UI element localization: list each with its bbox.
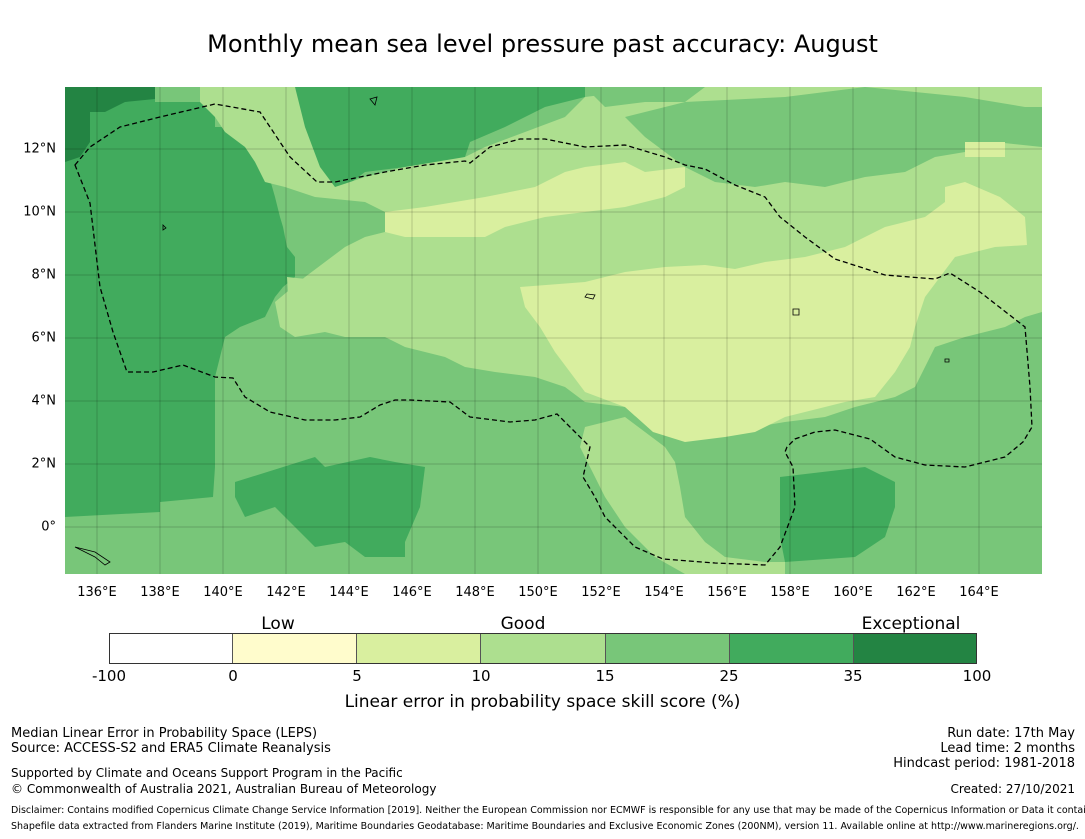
map-region-good-east	[625, 87, 1042, 187]
colorbar-segment	[109, 633, 234, 664]
lon-label: 160°E	[833, 585, 873, 600]
lat-label: 8°N	[31, 267, 57, 283]
land-mass	[74, 546, 111, 566]
lat-label: 4°N	[31, 393, 57, 409]
footer-copyright: © Commonwealth of Australia 2021, Austra…	[11, 782, 437, 796]
colorbar-segment	[233, 633, 358, 664]
colorbar-tick-label: 5	[352, 667, 362, 685]
map-region-low-north	[385, 162, 685, 237]
map-region-fair-south	[580, 417, 785, 574]
lon-label: 154°E	[644, 585, 684, 600]
map-gridlines	[65, 87, 1042, 574]
colorbar-title: Linear error in probability space skill …	[344, 692, 741, 712]
map-region-high-south	[235, 457, 425, 557]
lon-label: 144°E	[329, 585, 369, 600]
lon-label: 148°E	[455, 585, 495, 600]
colorbar-segment	[357, 633, 482, 664]
legend-category-low: Low	[261, 614, 295, 634]
footer-leps: Median Linear Error in Probability Space…	[11, 726, 318, 741]
colorbar-segment	[605, 633, 730, 664]
colorbar-tick-label: 100	[962, 667, 992, 685]
legend-category-good: Good	[500, 614, 546, 634]
page-title: Monthly mean sea level pressure past acc…	[207, 30, 878, 58]
colorbar-tick-label: 15	[595, 667, 615, 685]
colorbar-segment	[729, 633, 854, 664]
colorbar-segment	[481, 633, 606, 664]
legend-category-exceptional: Exceptional	[861, 614, 961, 634]
map-region-high-top	[295, 87, 585, 187]
colorbar	[109, 633, 977, 664]
lon-label: 140°E	[203, 585, 243, 600]
lon-label: 138°E	[140, 585, 180, 600]
colorbar-tick-label: 25	[719, 667, 739, 685]
lon-label: 152°E	[581, 585, 621, 600]
lon-label: 136°E	[77, 585, 117, 600]
lat-label: 6°N	[31, 330, 57, 346]
lead-time: Lead time: 2 months	[940, 741, 1075, 756]
colorbar-segment	[853, 633, 977, 664]
map-region-low	[520, 182, 1027, 442]
map-region-low-patch	[965, 142, 1005, 157]
lon-label: 164°E	[959, 585, 999, 600]
map-region-fair-west	[287, 267, 370, 327]
map-region-exceptional-nw2	[65, 87, 155, 112]
land-islet	[162, 96, 950, 363]
colorbar-tick-label: -100	[91, 667, 127, 685]
lon-label: 150°E	[518, 585, 558, 600]
lat-label: 10°N	[23, 204, 56, 220]
colorbar-tick-label: 0	[228, 667, 238, 685]
lon-label: 142°E	[266, 585, 306, 600]
map-region-high-west	[65, 87, 295, 517]
created-date: Created: 27/10/2021	[950, 782, 1075, 796]
footer-support: Supported by Climate and Oceans Support …	[11, 766, 403, 780]
disclaimer: Disclaimer: Contains modified Copernicus…	[11, 805, 1085, 816]
lat-label: 2°N	[31, 456, 57, 472]
lat-label: 0°	[41, 519, 56, 535]
colorbar-tick-label: 10	[471, 667, 491, 685]
skill-map	[65, 87, 1042, 574]
hindcast-period: Hindcast period: 1981-2018	[893, 756, 1075, 771]
map-region-good-ne	[585, 87, 705, 107]
lon-label: 146°E	[392, 585, 432, 600]
run-date: Run date: 17th May	[947, 726, 1075, 741]
lon-label: 162°E	[896, 585, 936, 600]
colorbar-tick-label: 35	[843, 667, 863, 685]
map-region-high-se	[780, 467, 895, 562]
shapefile-credit: Shapefile data extracted from Flanders M…	[11, 821, 1079, 832]
lat-label: 12°N	[23, 141, 56, 157]
eez-boundary	[74, 103, 1033, 566]
footer-source: Source: ACCESS-S2 and ERA5 Climate Reana…	[11, 741, 331, 756]
lon-label: 158°E	[770, 585, 810, 600]
lon-label: 156°E	[707, 585, 747, 600]
